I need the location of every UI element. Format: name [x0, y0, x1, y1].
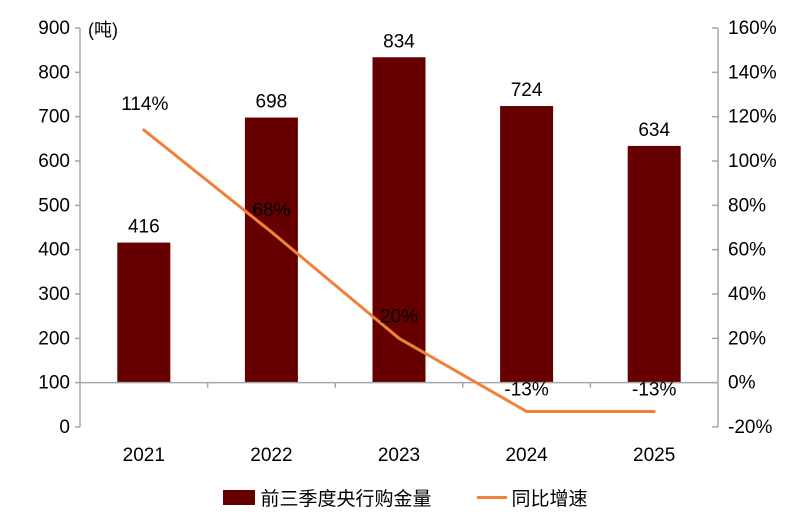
line-point-label: 68%: [252, 200, 290, 221]
right-axis-tick-label: 160%: [728, 18, 777, 39]
growth-line: [142, 128, 656, 413]
left-axis-tick-label: 0: [59, 417, 70, 438]
bar-value-label: 834: [383, 31, 415, 52]
bar-value-label: 416: [128, 217, 160, 238]
bar-2023: [372, 57, 426, 383]
left-axis-tick-label: 500: [38, 195, 70, 216]
right-axis-tick-label: 20%: [728, 328, 766, 349]
right-axis-tick-label: 40%: [728, 284, 766, 305]
left-axis-tick-label: 300: [38, 284, 70, 305]
right-axis-tick-label: -20%: [728, 417, 772, 438]
line-point-label: 114%: [121, 94, 168, 115]
bar-series-legend-label: 前三季度央行购金量: [260, 489, 432, 510]
left-axis-unit-label: (吨): [88, 20, 118, 40]
right-axis-tick-label: 140%: [728, 62, 777, 83]
bar-value-label: 698: [256, 92, 288, 113]
bar-2022: [244, 117, 298, 383]
left-axis-tick-label: 100: [38, 373, 70, 394]
left-axis-tick-label: 900: [38, 18, 70, 39]
x-axis-category-label: 2025: [633, 445, 675, 466]
left-axis-tick-label: 400: [38, 240, 70, 261]
line-series-legend-label: 同比增速: [511, 489, 588, 510]
bar-value-label: 724: [511, 80, 543, 101]
right-axis-tick-label: 80%: [728, 195, 766, 216]
bar-value-label: 634: [638, 120, 670, 141]
right-axis-tick-label: 60%: [728, 240, 766, 261]
x-axis-category-label: 2021: [123, 445, 165, 466]
bar-2025: [627, 145, 681, 383]
left-axis-tick-label: 700: [38, 107, 70, 128]
x-axis-category-label: 2022: [250, 445, 292, 466]
line-point-label: -13%: [504, 379, 548, 400]
chart-plot-area: 0 100 200 300 400 500 600 700 800 900 -20% 0% 20% 40%…: [38, 18, 777, 466]
left-axis-tick-label: 200: [38, 328, 70, 349]
x-axis-category-label: 2024: [505, 445, 548, 466]
bar-2024: [500, 106, 554, 383]
right-axis-tick-label: 0%: [728, 373, 756, 394]
right-axis-tick-label: 100%: [728, 151, 777, 172]
line-point-label: 20%: [380, 306, 418, 327]
left-axis-tick-label: 800: [38, 62, 70, 83]
legend-item-bar-series: 前三季度央行购金量: [223, 484, 432, 511]
line-series-swatch-icon: [476, 496, 507, 499]
right-axis-tick-label: 120%: [728, 107, 777, 128]
chart-legend: 前三季度央行购金量 同比增速: [0, 484, 811, 511]
bar-series-swatch-icon: [223, 490, 256, 505]
x-axis-category-label: 2023: [378, 445, 420, 466]
legend-item-line-series: 同比增速: [476, 484, 588, 511]
line-point-label: -13%: [632, 379, 676, 400]
bar-2021: [117, 242, 171, 383]
left-axis-tick-label: 600: [38, 151, 70, 172]
